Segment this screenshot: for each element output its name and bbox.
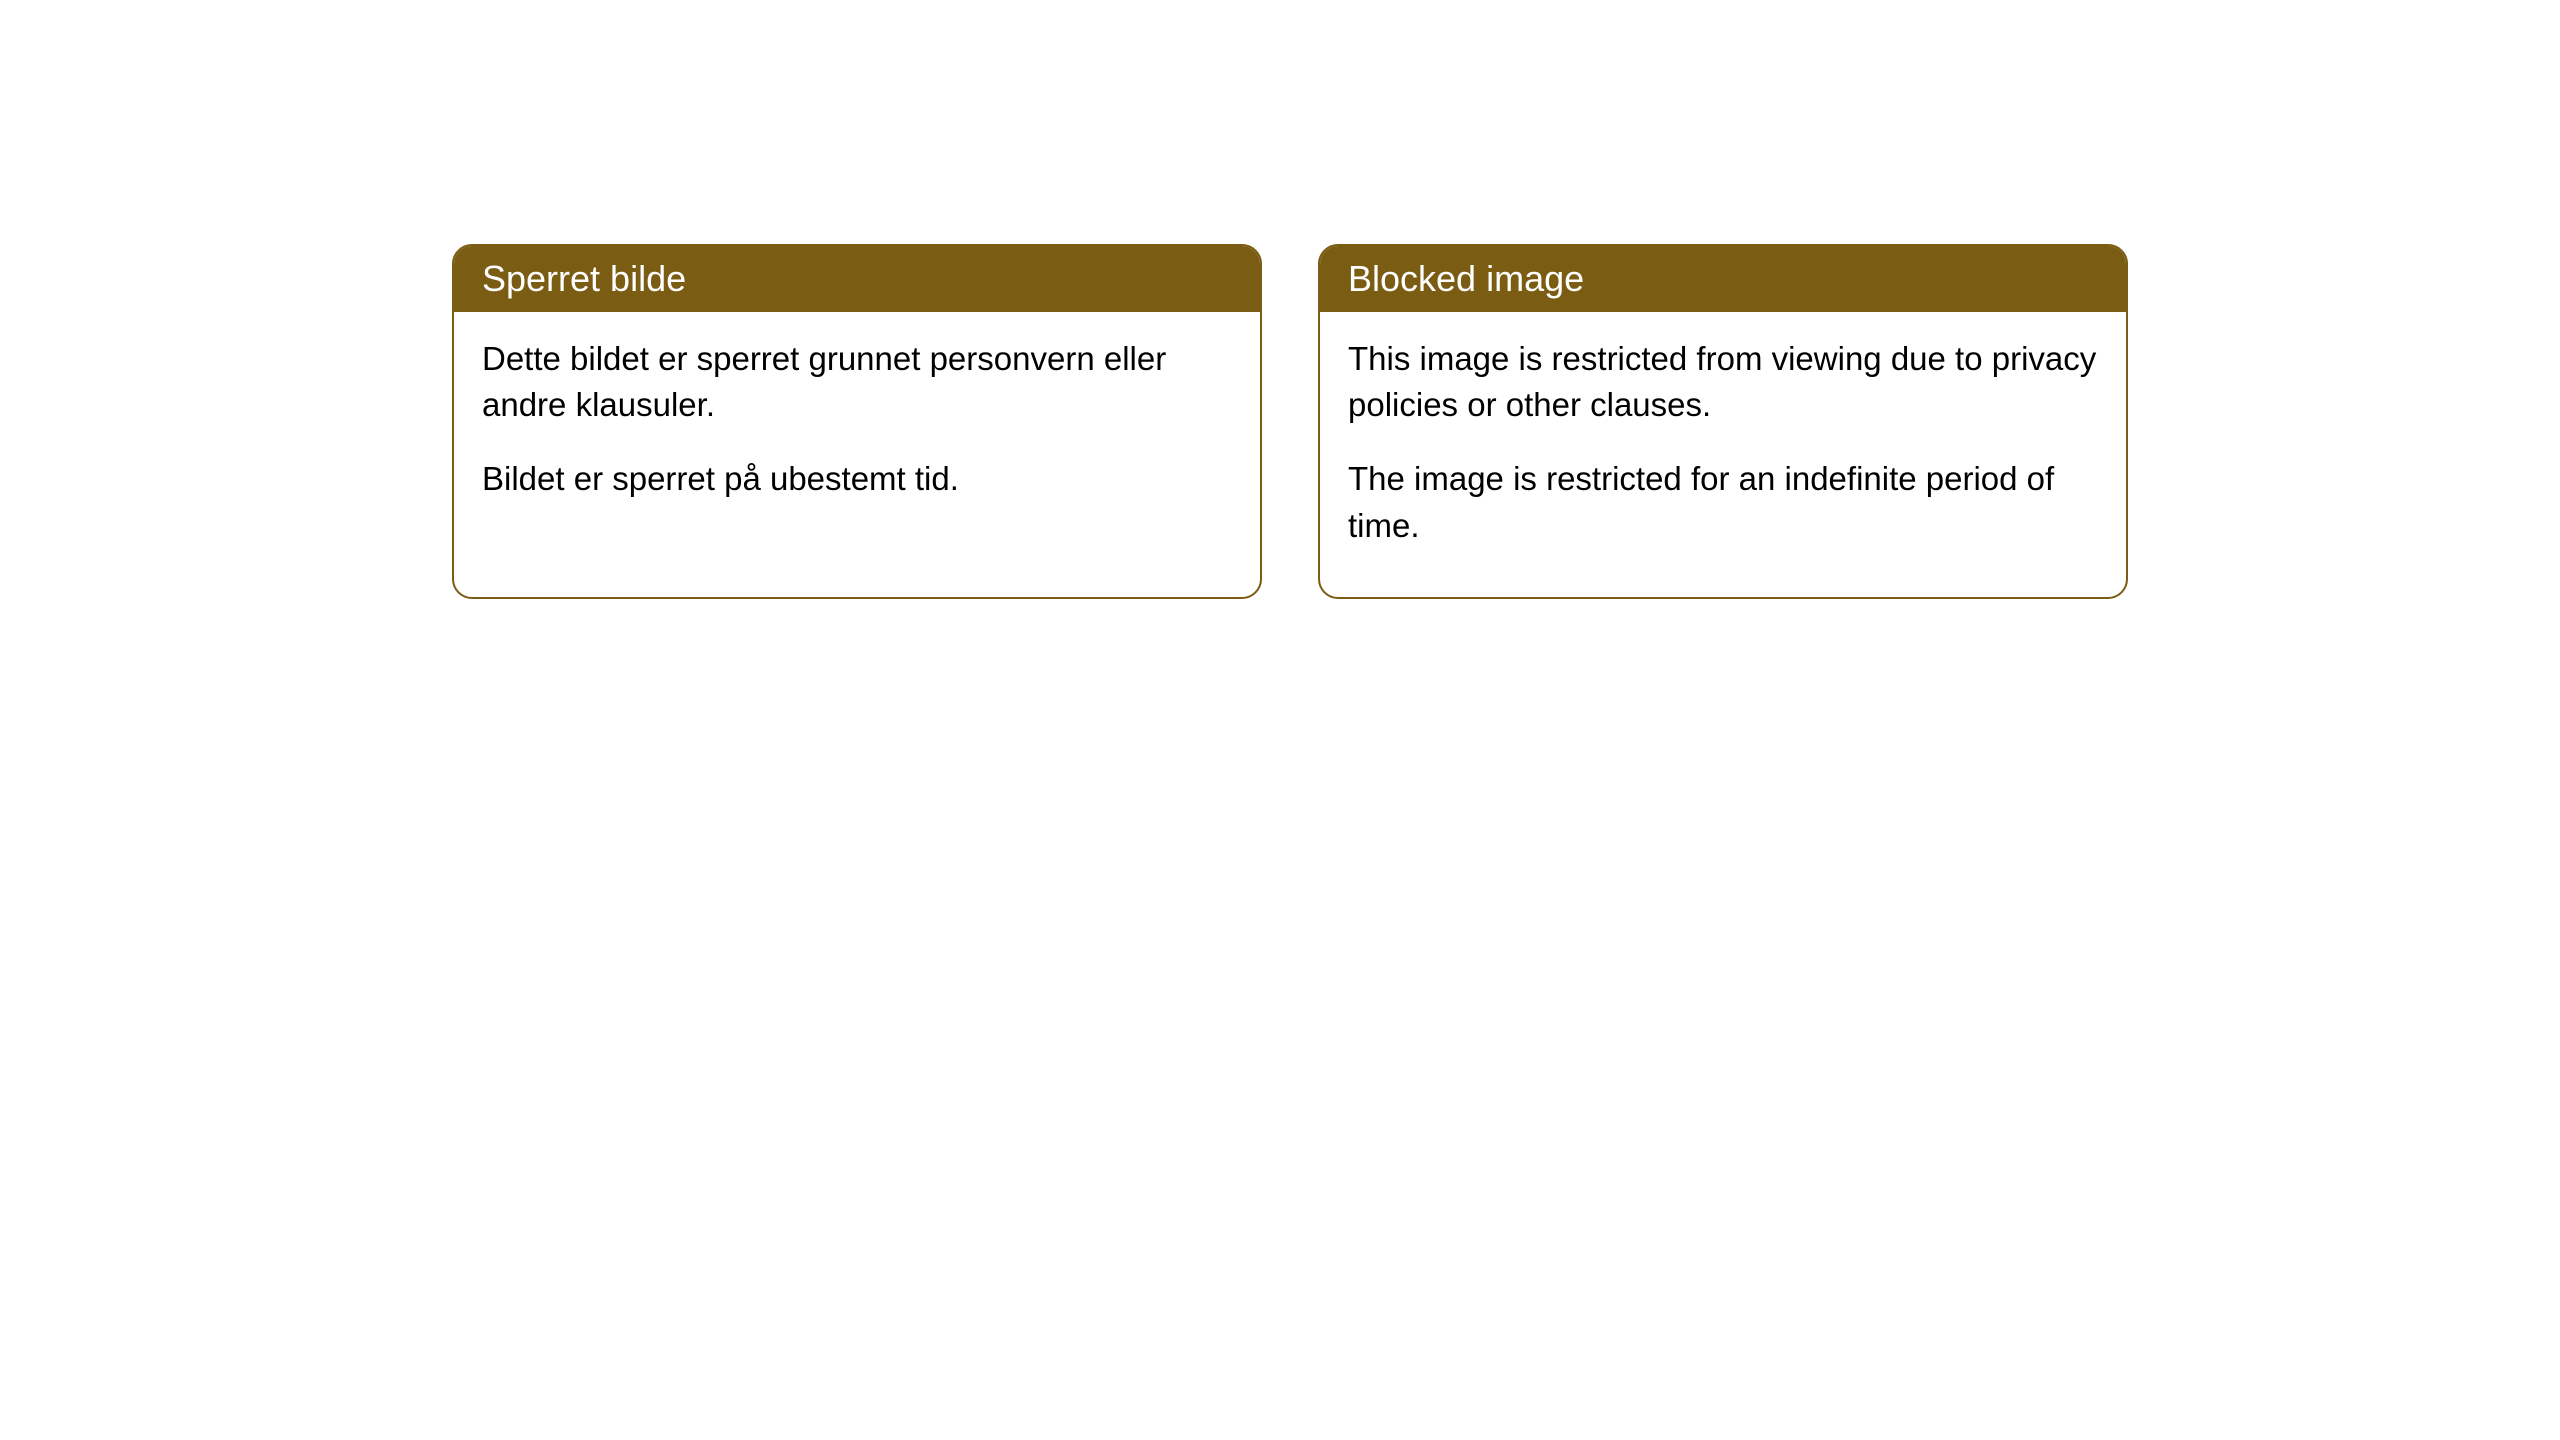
card-title: Sperret bilde bbox=[482, 258, 686, 299]
card-header: Blocked image bbox=[1320, 246, 2126, 312]
card-paragraph: The image is restricted for an indefinit… bbox=[1348, 456, 2098, 548]
card-paragraph: Dette bildet er sperret grunnet personve… bbox=[482, 336, 1232, 428]
notice-card-norwegian: Sperret bilde Dette bildet er sperret gr… bbox=[452, 244, 1262, 599]
notice-card-english: Blocked image This image is restricted f… bbox=[1318, 244, 2128, 599]
card-paragraph: Bildet er sperret på ubestemt tid. bbox=[482, 456, 1232, 502]
card-body: This image is restricted from viewing du… bbox=[1320, 312, 2126, 597]
notice-cards-container: Sperret bilde Dette bildet er sperret gr… bbox=[452, 244, 2128, 599]
card-body: Dette bildet er sperret grunnet personve… bbox=[454, 312, 1260, 551]
card-paragraph: This image is restricted from viewing du… bbox=[1348, 336, 2098, 428]
card-title: Blocked image bbox=[1348, 258, 1584, 299]
card-header: Sperret bilde bbox=[454, 246, 1260, 312]
